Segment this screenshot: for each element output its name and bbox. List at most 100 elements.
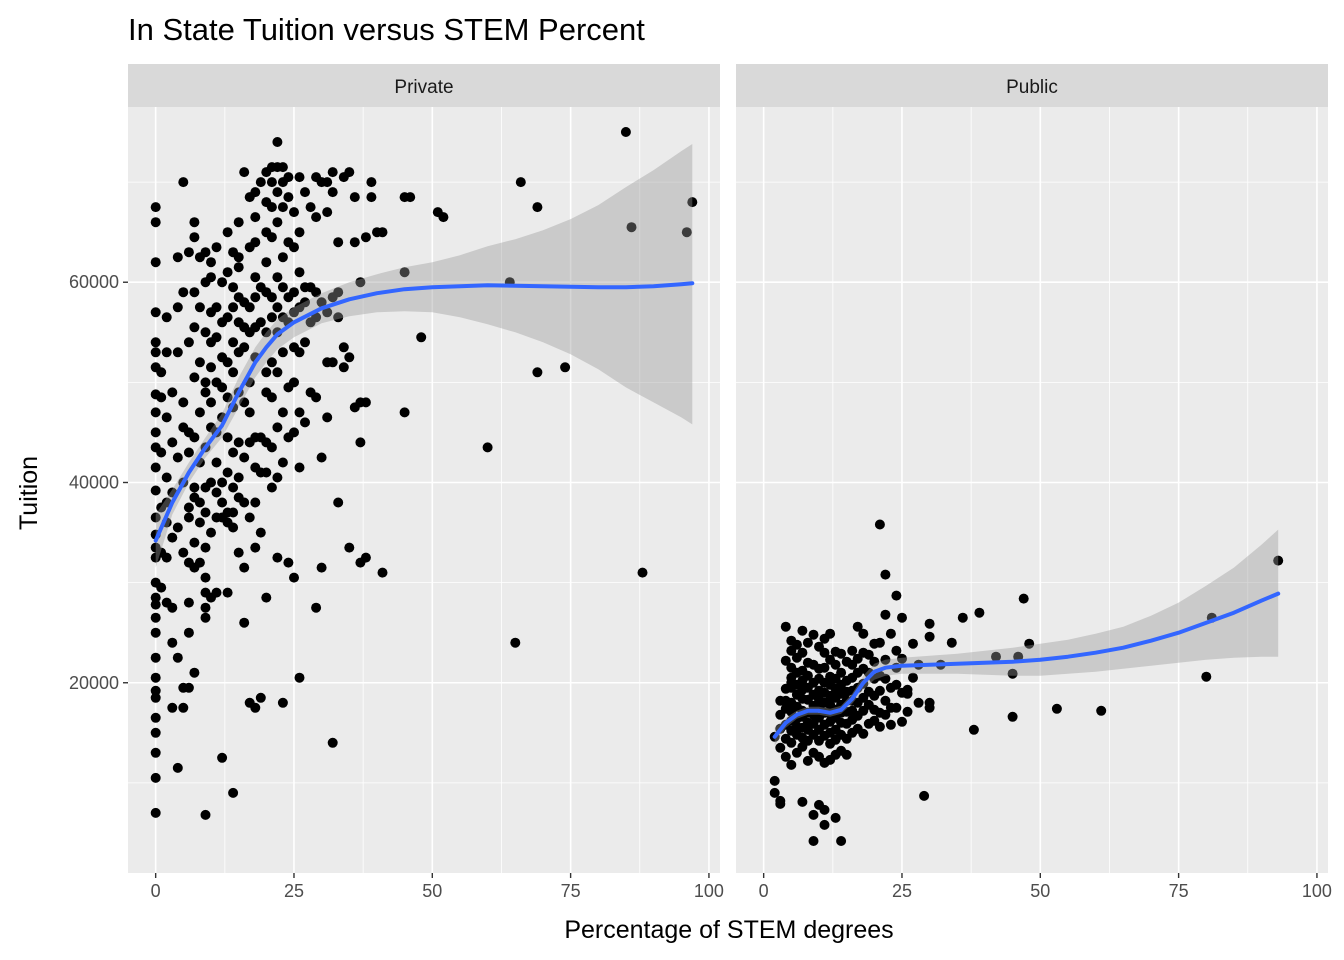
- data-point: [349, 192, 360, 203]
- data-point: [266, 202, 277, 213]
- data-point: [786, 737, 797, 748]
- data-point: [377, 567, 388, 578]
- data-point: [189, 232, 200, 243]
- data-point: [836, 667, 847, 678]
- data-point: [272, 302, 283, 313]
- x-tick-label: 25: [284, 881, 304, 901]
- data-point: [178, 547, 189, 558]
- data-point: [847, 645, 858, 656]
- data-point: [172, 522, 183, 533]
- data-point: [874, 519, 885, 530]
- data-point: [626, 222, 637, 233]
- data-point: [355, 277, 366, 288]
- data-point: [858, 628, 869, 639]
- data-point: [272, 552, 283, 563]
- data-point: [222, 267, 233, 278]
- x-tick-label: 25: [892, 881, 912, 901]
- data-point: [206, 527, 216, 538]
- data-point: [200, 327, 211, 338]
- data-point: [217, 752, 228, 763]
- data-point: [620, 127, 631, 137]
- data-point: [277, 457, 288, 468]
- data-point: [228, 522, 239, 533]
- data-point: [172, 652, 183, 663]
- data-point: [228, 302, 239, 313]
- chart-title: In State Tuition versus STEM Percent: [128, 12, 645, 47]
- data-point: [841, 749, 852, 760]
- y-axis: 20000 40000 60000: [69, 272, 128, 693]
- data-point: [150, 612, 161, 623]
- data-point: [244, 407, 255, 418]
- data-point: [438, 212, 449, 223]
- data-point: [228, 367, 239, 378]
- x-tick-label: 50: [1030, 881, 1050, 901]
- x-tick-label: 75: [561, 881, 581, 901]
- data-point: [206, 272, 216, 283]
- data-point: [300, 187, 310, 198]
- data-point: [891, 702, 902, 713]
- data-point: [183, 502, 194, 513]
- data-point: [908, 638, 918, 649]
- data-point: [150, 727, 161, 738]
- data-point: [289, 572, 299, 583]
- data-point: [228, 447, 239, 458]
- data-point: [349, 237, 360, 248]
- data-point: [239, 397, 250, 408]
- y-tick-label: 20000: [69, 673, 119, 693]
- data-point: [791, 639, 802, 650]
- data-point: [327, 167, 338, 178]
- data-point: [250, 702, 261, 713]
- data-point: [239, 167, 250, 178]
- data-point: [150, 599, 161, 610]
- data-point: [300, 297, 310, 308]
- data-point: [327, 187, 338, 198]
- data-point: [880, 609, 891, 620]
- data-point: [211, 457, 222, 468]
- data-point: [272, 367, 283, 378]
- data-point: [968, 724, 979, 735]
- data-point: [338, 342, 349, 353]
- data-point: [897, 612, 907, 623]
- data-point: [211, 302, 222, 313]
- data-point: [913, 697, 924, 708]
- data-point: [897, 653, 907, 664]
- data-point: [399, 407, 410, 418]
- data-point: [211, 587, 222, 598]
- data-point: [924, 697, 935, 708]
- data-point: [344, 352, 355, 363]
- data-point: [1273, 555, 1284, 566]
- data-point: [311, 602, 322, 613]
- data-point: [277, 282, 288, 293]
- data-point: [189, 287, 200, 298]
- data-point: [885, 719, 896, 730]
- data-point: [222, 587, 233, 598]
- data-point: [150, 202, 161, 213]
- data-point: [283, 192, 294, 203]
- data-point: [532, 367, 543, 378]
- data-points: [769, 519, 1284, 846]
- data-point: [880, 709, 891, 720]
- data-point: [217, 477, 228, 488]
- data-point: [902, 684, 913, 695]
- data-point: [233, 217, 244, 228]
- data-point: [233, 547, 244, 558]
- data-point: [277, 202, 288, 213]
- data-point: [289, 242, 299, 253]
- data-point: [360, 552, 371, 563]
- y-axis-title: Tuition: [15, 456, 43, 530]
- data-point: [178, 287, 189, 298]
- data-point: [167, 437, 178, 448]
- data-point: [194, 557, 205, 568]
- data-point: [266, 292, 277, 303]
- y-tick-label: 60000: [69, 272, 119, 292]
- data-point: [266, 482, 277, 493]
- data-point: [294, 407, 305, 418]
- data-point: [194, 302, 205, 313]
- data-point: [222, 467, 233, 478]
- data-point: [780, 751, 791, 762]
- panel-private: Private 0 25 50 75 100: [128, 64, 724, 901]
- data-point: [206, 397, 216, 408]
- data-point: [228, 482, 239, 493]
- data-point: [150, 592, 161, 603]
- data-point: [277, 162, 288, 173]
